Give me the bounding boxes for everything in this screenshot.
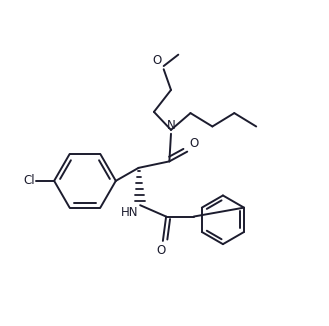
- Text: HN: HN: [121, 206, 139, 219]
- Text: O: O: [190, 137, 199, 150]
- Text: N: N: [166, 119, 175, 132]
- Text: O: O: [153, 54, 162, 67]
- Text: O: O: [157, 244, 166, 257]
- Text: Cl: Cl: [23, 174, 35, 187]
